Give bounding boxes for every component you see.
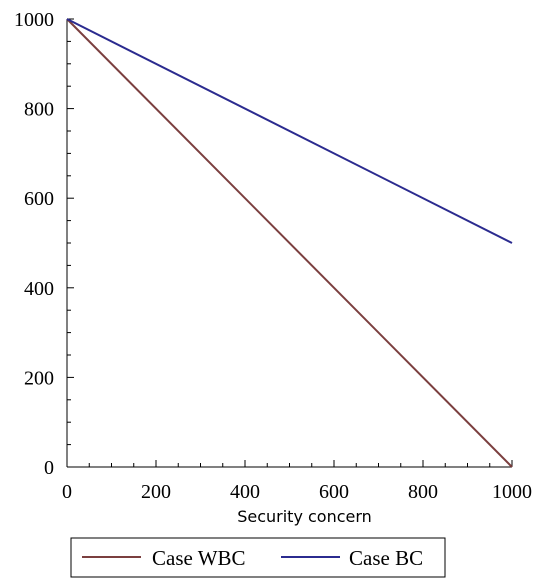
x-tick-label: 1000 bbox=[492, 481, 532, 503]
x-tick-label: 0 bbox=[62, 481, 72, 503]
legend: Case WBC Case BC bbox=[70, 537, 446, 578]
y-tick-label: 400 bbox=[24, 278, 54, 300]
y-tick-label: 200 bbox=[24, 367, 54, 389]
series-line-case-wbc bbox=[66, 18, 513, 468]
y-tick-label: 1000 bbox=[14, 9, 54, 31]
x-tick-label: 800 bbox=[408, 481, 438, 503]
y-tick-label: 0 bbox=[44, 457, 54, 479]
series-layer bbox=[66, 18, 513, 468]
series-line-case-bc bbox=[66, 18, 513, 244]
y-tick-label: 600 bbox=[24, 188, 54, 210]
legend-label: Case BC bbox=[349, 546, 423, 570]
ticks: 0 200 400 600 800 1000 0 200 400 600 800 1000 bbox=[14, 9, 532, 503]
x-tick-label: 200 bbox=[141, 481, 171, 503]
x-tick-label: 600 bbox=[319, 481, 349, 503]
x-tick-label: 400 bbox=[230, 481, 260, 503]
y-tick-label: 800 bbox=[24, 99, 54, 121]
legend-label: Case WBC bbox=[152, 546, 246, 570]
x-axis-title: Security concern bbox=[237, 507, 372, 526]
